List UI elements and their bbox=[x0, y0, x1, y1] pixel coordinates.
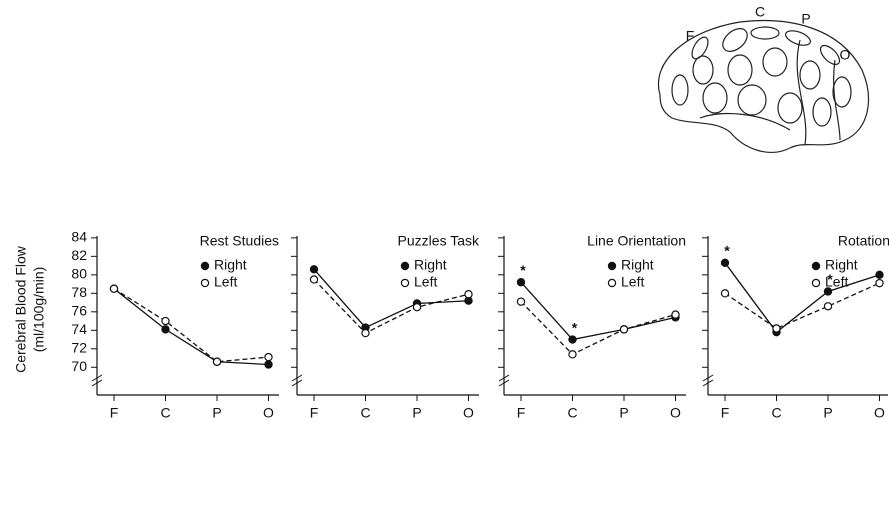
legend-label: Right bbox=[621, 257, 654, 273]
data-point bbox=[264, 352, 273, 362]
y-tick-label: 84 bbox=[71, 229, 87, 245]
legend-marker bbox=[811, 278, 821, 288]
data-point bbox=[309, 265, 319, 274]
legend-marker bbox=[607, 261, 617, 271]
data-point bbox=[212, 357, 222, 366]
axis-break bbox=[702, 374, 714, 387]
x-tick-label: P bbox=[619, 405, 628, 421]
legend-marker bbox=[200, 278, 210, 288]
series-line bbox=[724, 282, 880, 330]
data-point bbox=[309, 275, 319, 284]
x-tick-label: O bbox=[670, 405, 681, 421]
x-tick-label: F bbox=[517, 405, 526, 421]
x-tick-label: C bbox=[771, 405, 781, 421]
series-line bbox=[724, 262, 880, 334]
panel-title: Puzzles Task bbox=[398, 233, 480, 249]
y-tick-label: 72 bbox=[71, 339, 87, 355]
data-point bbox=[772, 324, 781, 333]
series-line bbox=[520, 301, 676, 356]
panel-title: Rotation bbox=[838, 233, 889, 249]
y-tick-label: 70 bbox=[71, 358, 87, 374]
y-tick-label: 82 bbox=[71, 247, 87, 263]
axis-break bbox=[91, 374, 103, 387]
region-label: P bbox=[801, 11, 810, 27]
panel-title: Rest Studies bbox=[200, 233, 279, 249]
series-line bbox=[313, 268, 469, 329]
data-point bbox=[720, 289, 730, 298]
data-point bbox=[109, 284, 119, 293]
x-tick-label: C bbox=[360, 405, 370, 421]
x-tick-label: P bbox=[823, 405, 832, 421]
x-tick-label: O bbox=[463, 405, 474, 421]
legend-label: Left bbox=[214, 274, 237, 290]
data-point bbox=[875, 270, 884, 280]
data-point bbox=[671, 310, 680, 319]
x-tick-label: O bbox=[263, 405, 274, 421]
brain-diagram bbox=[657, 19, 870, 153]
data-point bbox=[516, 278, 526, 287]
x-tick-label: O bbox=[874, 405, 885, 421]
data-point bbox=[412, 302, 422, 312]
series-line bbox=[520, 281, 676, 341]
significance-mark: * bbox=[520, 262, 526, 278]
data-point bbox=[619, 325, 629, 334]
significance-mark: * bbox=[724, 243, 730, 259]
y-axis-label: (ml/100g/min) bbox=[31, 267, 47, 353]
data-point bbox=[516, 297, 526, 306]
data-point bbox=[568, 335, 577, 344]
axis-break bbox=[291, 374, 303, 387]
data-point bbox=[823, 302, 833, 311]
x-tick-label: P bbox=[212, 405, 221, 421]
y-tick-label: 74 bbox=[71, 321, 87, 337]
legend-marker bbox=[811, 261, 821, 271]
legend-marker bbox=[607, 278, 617, 288]
axis-break bbox=[498, 374, 510, 387]
series-line bbox=[113, 288, 269, 366]
legend-label: Right bbox=[214, 257, 247, 273]
series-line bbox=[313, 279, 469, 334]
y-axis-label: Cerebral Blood Flow bbox=[13, 245, 29, 373]
significance-mark: * bbox=[827, 271, 833, 287]
region-label: C bbox=[755, 4, 765, 20]
data-point bbox=[264, 360, 273, 369]
x-tick-label: P bbox=[412, 405, 421, 421]
data-point bbox=[161, 316, 170, 326]
x-tick-label: F bbox=[721, 405, 730, 421]
region-label: O bbox=[840, 47, 851, 63]
legend-label: Left bbox=[414, 274, 437, 290]
x-tick-label: F bbox=[110, 405, 119, 421]
data-point bbox=[720, 258, 730, 268]
y-tick-label: 76 bbox=[71, 303, 87, 319]
y-tick-label: 80 bbox=[71, 266, 87, 282]
data-point bbox=[161, 325, 170, 334]
x-tick-label: C bbox=[160, 405, 170, 421]
data-point bbox=[875, 278, 884, 288]
x-tick-label: F bbox=[310, 405, 319, 421]
data-point bbox=[823, 287, 833, 296]
series-line bbox=[113, 288, 269, 363]
x-tick-label: C bbox=[567, 405, 577, 421]
legend-marker bbox=[400, 261, 410, 271]
legend-label: Left bbox=[825, 274, 848, 290]
data-point bbox=[464, 290, 473, 299]
legend-label: Left bbox=[621, 274, 644, 290]
panel-title: Line Orientation bbox=[587, 233, 686, 249]
legend-marker bbox=[200, 261, 210, 271]
y-tick-label: 78 bbox=[71, 284, 87, 300]
legend-marker bbox=[400, 278, 410, 288]
significance-mark: * bbox=[572, 319, 578, 335]
data-point bbox=[568, 350, 577, 359]
data-point bbox=[361, 328, 370, 338]
region-label: F bbox=[686, 28, 695, 44]
legend-label: Right bbox=[414, 257, 447, 273]
legend-label: Right bbox=[825, 257, 858, 273]
